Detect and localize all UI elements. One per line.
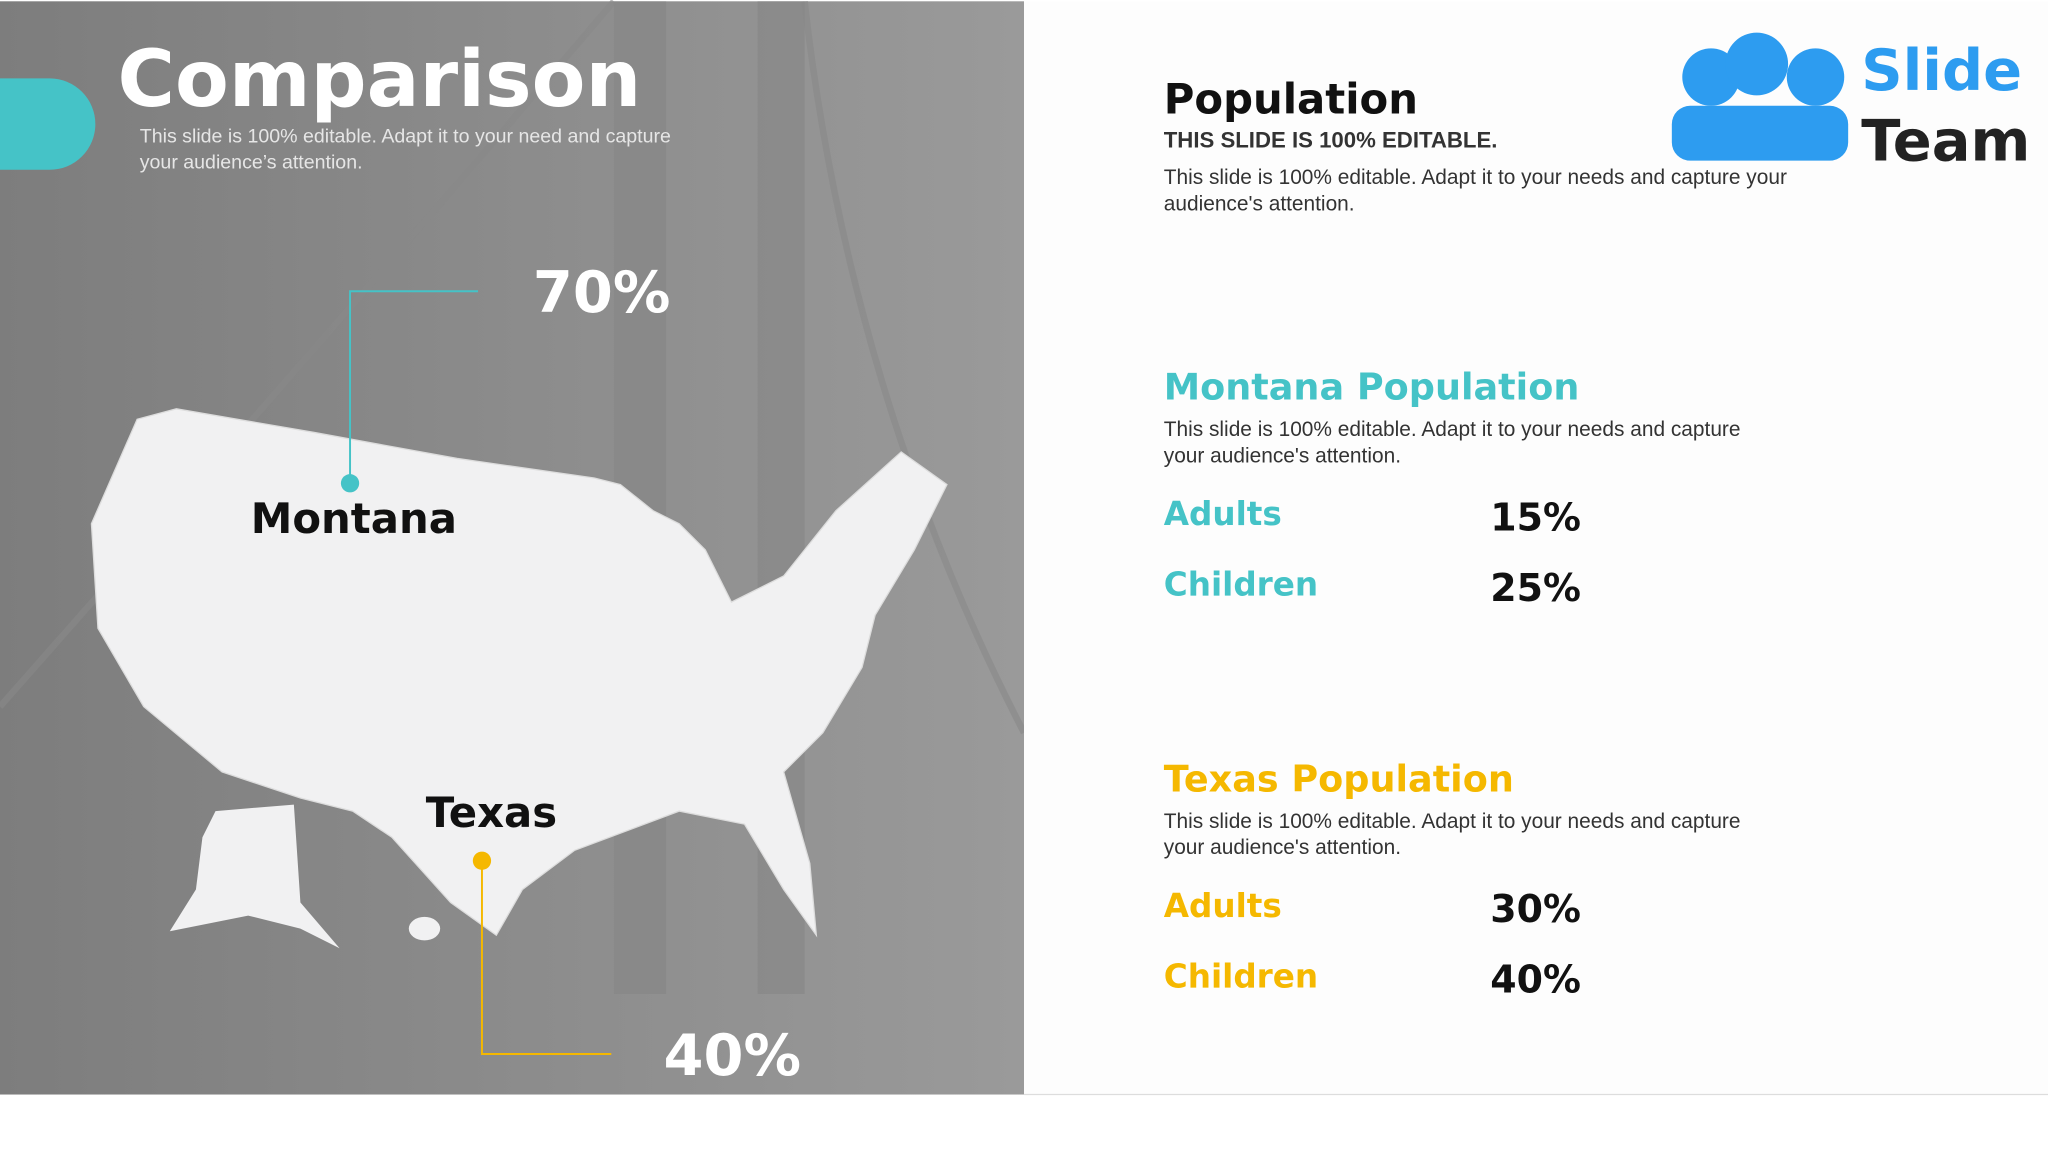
subtitle: your audience’s attention. (140, 151, 363, 173)
montana-label: Montana (251, 494, 457, 543)
body-text: This slide is 100% editable. Adapt it to… (1164, 166, 1787, 189)
row-value: 25% (1490, 566, 1581, 610)
marker (472, 851, 492, 870)
texas-label: Texas (426, 788, 557, 837)
logo-icon (1671, 32, 1849, 161)
body-text: audience's attention. (1164, 192, 1355, 215)
callout-line (349, 290, 479, 484)
row-label: Adults (1164, 495, 1282, 533)
row-label: Children (1164, 566, 1318, 604)
marker (340, 474, 360, 493)
callout-line (480, 860, 612, 1056)
slide-title: Comparison (118, 34, 642, 125)
row-label: Children (1164, 957, 1318, 995)
accent-pill (0, 78, 96, 170)
body-text: your audience's attention. (1164, 836, 1401, 859)
row-label: Adults (1164, 887, 1282, 925)
section-title: Montana Population (1164, 366, 1580, 409)
population-subtitle: THIS SLIDE IS 100% EDITABLE. (1164, 128, 1498, 153)
montana-value: 70% (533, 259, 671, 326)
right-panel (1024, 1, 2048, 1095)
section-title: Texas Population (1164, 758, 1514, 801)
row-value: 15% (1490, 495, 1581, 539)
hawaii (408, 916, 441, 941)
population-title: Population (1164, 75, 1418, 124)
body-text: This slide is 100% editable. Adapt it to… (1164, 418, 1741, 441)
body-text: your audience's attention. (1164, 444, 1401, 467)
texas-value: 40% (664, 1022, 802, 1089)
alaska (169, 804, 340, 949)
subtitle: This slide is 100% editable. Adapt it to… (140, 125, 671, 147)
row-value: 30% (1490, 887, 1581, 931)
logo-text: Slide (1861, 37, 2022, 104)
logo-text: Team (1861, 108, 2030, 175)
row-value: 40% (1490, 958, 1581, 1002)
body-text: This slide is 100% editable. Adapt it to… (1164, 810, 1741, 833)
us-map (90, 408, 948, 938)
